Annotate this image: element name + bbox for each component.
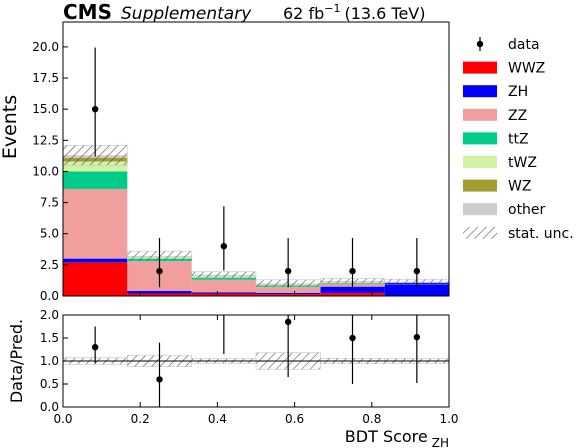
bar-twz-bin-0 [63,161,128,172]
ratio-point-5 [413,333,421,341]
top-ytick-label-1: 2.5 [40,258,59,272]
ratio-ytick-label-1: 0.5 [40,377,59,391]
ratio-xtick-label-4: 0.8 [362,412,381,426]
legend-swatch-wwz [463,61,497,74]
top-y-axis-ticks: 0.0 2.5 5.0 7.5 10.0 12.5 15.0 17.5 20.0 [32,40,68,303]
x-axis-label-sub: ZH [432,436,449,448]
lumi-exponent: −1 [324,2,340,15]
top-ytick-label-8: 20.0 [32,40,59,54]
ratio-xtick-label-3: 0.6 [285,412,304,426]
legend-label-twz: tWZ [508,155,537,171]
bar-wwz-bin-3 [256,294,321,296]
legend-label-wwz: WWZ [508,61,545,77]
legend: data WWZ ZH ZZ ttZ tWZ WZ other stat. unc. [463,37,574,242]
ratio-xtick-label-1: 0.2 [131,412,150,426]
ratio-x-axis-ticks: 0.0 0.2 0.4 0.6 0.8 1.0 [53,315,459,426]
bar-zh-bin-5 [384,282,449,296]
legend-swatch-wz [463,179,497,192]
stat-unc-bin-2 [191,271,257,279]
data-point-2 [220,242,228,250]
ratio-point-1 [156,376,163,383]
legend-label-other: other [508,202,546,218]
top-ytick-label-4: 10.0 [32,164,59,178]
bar-ttz-bin-0 [63,171,128,189]
top-ytick-label-5: 12.5 [32,133,59,147]
top-ytick-label-7: 17.5 [32,71,59,85]
x-axis-label: BDT Score ZH [345,427,449,448]
ratio-xtick-label-5: 1.0 [439,412,458,426]
bar-zh-bin-4 [320,286,385,293]
ratio-xtick-label-2: 0.4 [208,412,227,426]
data-point-5 [413,267,421,275]
top-x-axis-ticks [62,291,450,296]
ratio-xtick-label-0: 0.0 [53,412,72,426]
energy-value: (13.6 TeV) [344,4,425,23]
legend-label-zz: ZZ [508,108,527,124]
ratio-data-points [91,315,421,407]
legend-swatch-ttz [463,132,497,145]
bar-wwz-bin-2 [191,293,256,296]
y-axis-label-ratio: Data/Pred. [7,319,26,403]
bar-zz-bin-3 [256,286,321,293]
ratio-point-3 [284,318,292,326]
ratio-y-axis-ticks: 0.0 0.5 1.0 1.5 2.0 [40,308,68,414]
data-point-0 [91,105,99,113]
lumi-value: 62 fb [283,4,324,23]
legend-label-data: data [508,37,540,53]
top-ytick-label-6: 15.0 [32,102,59,116]
bar-zh-bin-3 [256,292,321,295]
legend-swatch-stat-unc [463,226,497,239]
bar-wwz-bin-1 [127,293,192,296]
legend-swatch-zz [463,108,497,121]
data-point-3 [284,267,292,275]
top-panel-frame [62,21,450,297]
top-ytick-label-0: 0.0 [40,289,59,303]
legend-swatch-other [463,203,497,216]
legend-swatch-zh [463,85,497,98]
legend-label-zh: ZH [508,84,528,100]
bar-zh-bin-0 [63,258,128,263]
legend-label-wz: WZ [508,179,531,195]
ratio-ytick-label-4: 2.0 [40,308,59,322]
bar-zh-bin-1 [127,291,192,294]
bar-zh-bin-2 [191,292,256,294]
bar-ttz-bin-2 [191,277,256,280]
lumi-label: 62 fb−1 (13.6 TeV) [283,2,426,23]
legend-data-marker [476,40,484,48]
bar-wwz-bin-4 [320,292,385,296]
ratio-ytick-label-2: 1.0 [40,354,59,368]
top-ytick-label-2: 5.0 [40,227,59,241]
ratio-point-0 [91,344,99,351]
ratio-ytick-label-0: 0.0 [40,400,59,414]
legend-swatch-twz [463,156,497,168]
data-point-4 [349,267,356,275]
y-axis-label-events: Events [0,95,21,159]
ratio-point-4 [349,334,356,342]
cms-label: CMS [63,0,112,24]
legend-label-stat-unc-: stat. unc. [508,226,574,242]
data-point-1 [156,267,163,275]
ratio-ytick-label-3: 1.5 [40,331,59,345]
supplementary-label: Supplementary [121,4,252,24]
x-axis-label-main: BDT Score [345,427,428,446]
top-ytick-label-3: 7.5 [40,196,59,210]
top-panel-data-points [91,47,421,288]
bar-wwz-bin-0 [63,262,128,296]
legend-label-ttz: ttZ [508,131,529,147]
bar-zz-bin-2 [191,279,256,293]
bar-zz-bin-0 [63,188,128,259]
